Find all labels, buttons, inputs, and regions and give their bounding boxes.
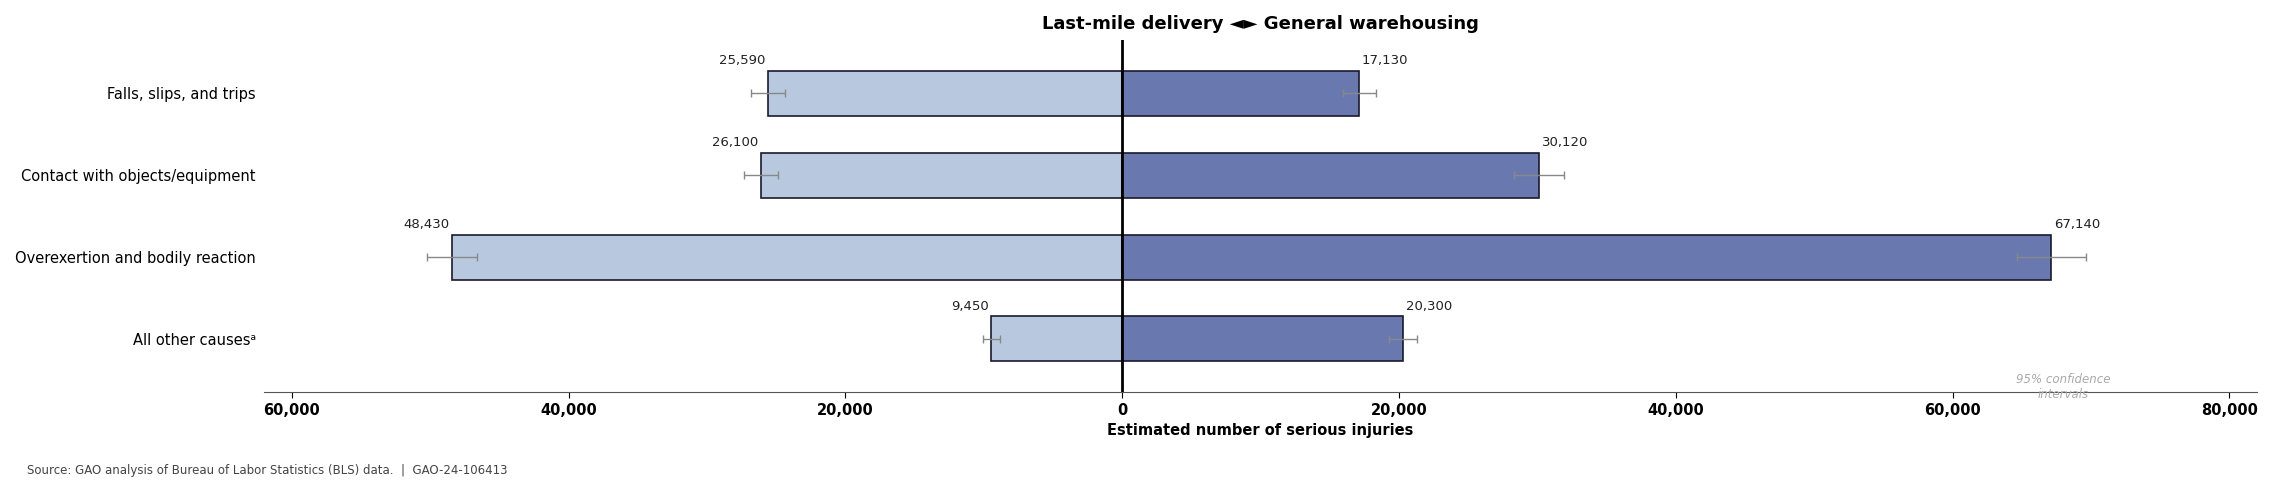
Text: 17,130: 17,130 [1361, 54, 1409, 67]
Bar [1122, 235, 2051, 280]
Text: 20,300: 20,300 [1407, 300, 1452, 313]
Text: 48,430: 48,430 [403, 218, 448, 231]
Text: 9,450: 9,450 [951, 300, 988, 313]
Title: Last-mile delivery ◄► General warehousing: Last-mile delivery ◄► General warehousin… [1042, 15, 1479, 33]
Bar [453, 235, 1122, 280]
Bar [1122, 71, 1359, 116]
Bar [1122, 153, 1539, 198]
Bar [760, 153, 1122, 198]
Text: 95% confidence
intervals: 95% confidence intervals [2017, 373, 2110, 401]
X-axis label: Estimated number of serious injuries: Estimated number of serious injuries [1108, 423, 1413, 438]
Text: 67,140: 67,140 [2055, 218, 2101, 231]
Text: 25,590: 25,590 [719, 54, 765, 67]
Text: 26,100: 26,100 [712, 136, 758, 149]
Text: 30,120: 30,120 [1541, 136, 1589, 149]
Text: Source: GAO analysis of Bureau of Labor Statistics (BLS) data.  |  GAO-24-106413: Source: GAO analysis of Bureau of Labor … [27, 464, 508, 477]
Bar [1122, 316, 1402, 362]
Bar [992, 316, 1122, 362]
Bar [767, 71, 1122, 116]
